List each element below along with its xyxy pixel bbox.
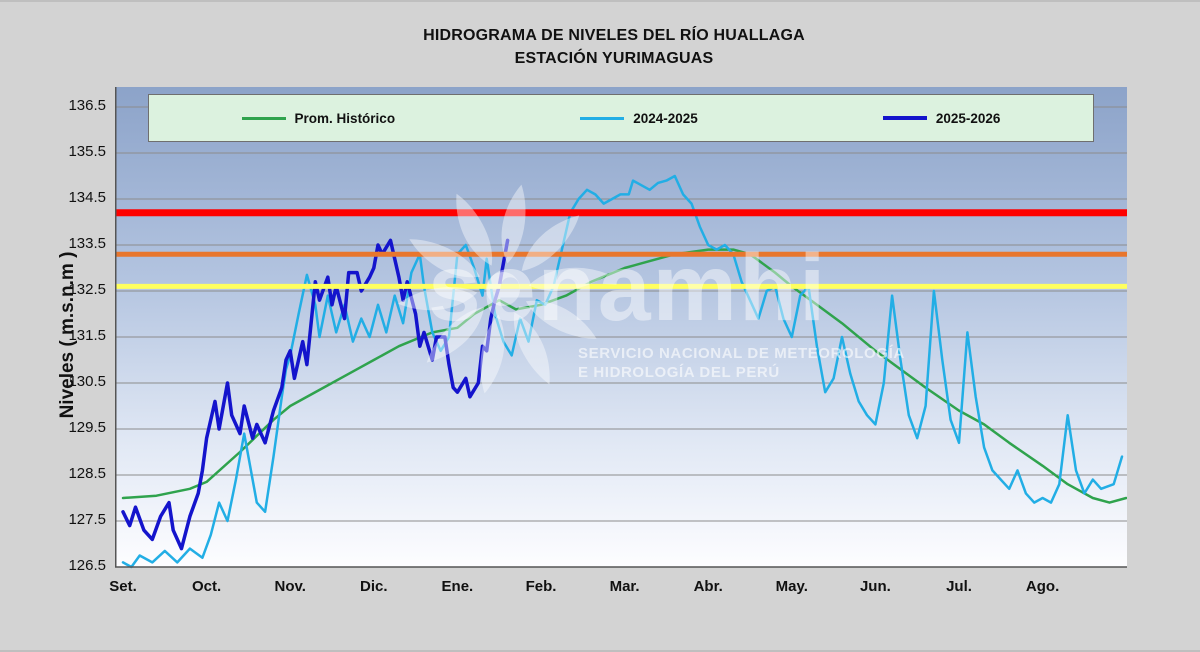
y-axis-tick-label: 134.5 [68, 189, 106, 206]
x-axis-tick-label: Nov. [274, 578, 306, 595]
chart-subtitle: ESTACIÓN YURIMAGUAS [514, 50, 714, 67]
y-axis-tick-label: 127.5 [68, 511, 106, 528]
x-axis-tick-label: Oct. [192, 578, 222, 595]
legend-swatch-2024-2025 [580, 116, 625, 120]
y-axis-tick-label: 130.5 [68, 373, 106, 390]
legend-label-2024-2025: 2024-2025 [633, 110, 698, 126]
y-axis-tick-label: 136.5 [68, 97, 106, 114]
y-axis-tick-label: 133.5 [68, 235, 106, 252]
y-axis-tick-label: 129.5 [68, 419, 106, 436]
chart-legend: Prom. Histórico 2024-2025 2025-2026 [148, 94, 1094, 142]
plot-background [115, 87, 1127, 567]
x-axis-tick-label: Dic. [360, 578, 388, 595]
x-axis-tick-label: Ago. [1025, 578, 1060, 595]
x-axis-tick-label: Feb. [525, 578, 557, 595]
x-axis-tick-label: Jul. [946, 578, 972, 595]
x-axis-tick-label: Abr. [693, 578, 723, 595]
legend-label-prom-historico: Prom. Histórico [294, 110, 396, 126]
legend-item-2024-2025: 2024-2025 [580, 111, 698, 126]
legend-swatch-prom-historico [241, 116, 286, 120]
chart-title-block: HIDROGRAMA DE NIVELES DEL RÍO HUALLAGA E… [0, 24, 1200, 70]
y-axis-tick-label: 132.5 [68, 281, 106, 298]
x-axis-tick-label: Ene. [441, 578, 474, 595]
series-line-0 [121, 248, 1127, 504]
series-line-1 [121, 174, 1124, 569]
legend-swatch-2025-2026 [882, 116, 927, 120]
y-axis-tick-label: 126.5 [68, 557, 106, 574]
y-axis-tick-label: 135.5 [68, 143, 106, 160]
x-axis-tick-label: May. [775, 578, 808, 595]
chart-title: HIDROGRAMA DE NIVELES DEL RÍO HUALLAGA [423, 27, 805, 44]
chart-plot-area [115, 87, 1127, 569]
legend-label-2025-2026: 2025-2026 [935, 110, 1001, 126]
legend-item-prom-historico: Prom. Histórico [241, 110, 396, 126]
series-line-2 [121, 238, 510, 551]
y-axis-tick-label: 131.5 [68, 327, 106, 344]
x-axis-tick-label: Set. [109, 578, 137, 595]
x-axis-tick-label: Jun. [859, 578, 891, 595]
x-axis-tick-label: Mar. [609, 578, 640, 595]
legend-item-2025-2026: 2025-2026 [882, 110, 1001, 126]
y-axis-tick-label: 128.5 [68, 465, 106, 482]
